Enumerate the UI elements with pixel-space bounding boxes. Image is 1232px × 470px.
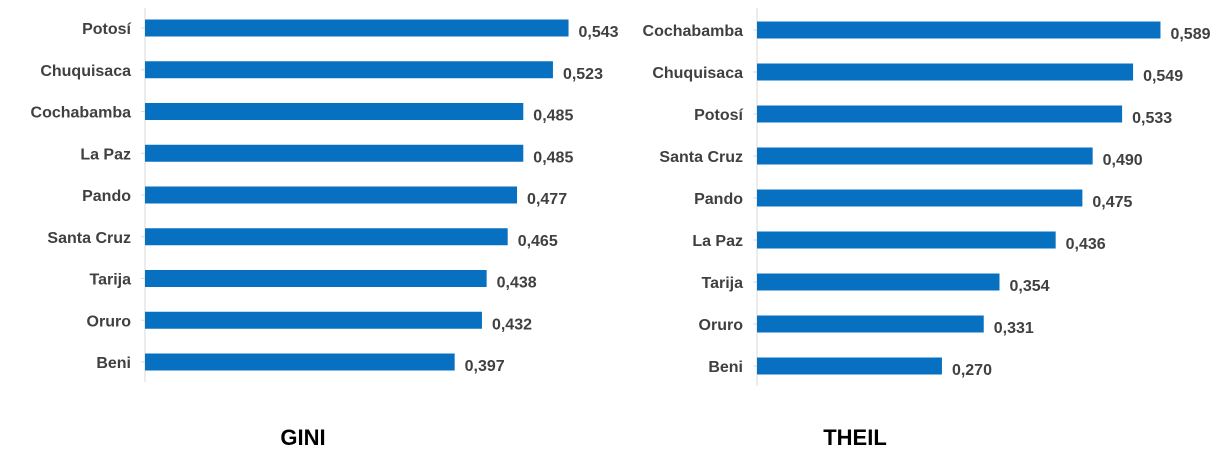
theil-chart-title: THEIL xyxy=(823,425,887,450)
gini-data-label: 0,477 xyxy=(527,191,567,208)
theil-data-label: 0,490 xyxy=(1103,152,1143,169)
gini-bar xyxy=(145,228,508,246)
gini-bar xyxy=(145,19,569,37)
gini-data-label: 0,543 xyxy=(579,24,619,41)
theil-data-label: 0,475 xyxy=(1092,194,1132,211)
theil-data-label: 0,533 xyxy=(1132,110,1172,127)
gini-bar xyxy=(145,103,524,120)
theil-category-label: Chuquisaca xyxy=(652,65,743,82)
gini-chart-title: GINI xyxy=(280,425,325,450)
gini-bar xyxy=(145,61,553,79)
gini-category-label: La Paz xyxy=(80,146,131,163)
gini-data-label: 0,485 xyxy=(533,149,573,166)
gini-data-label: 0,438 xyxy=(497,275,537,292)
theil-category-label: La Paz xyxy=(692,233,743,250)
gini-data-label: 0,432 xyxy=(492,316,532,333)
theil-data-label: 0,331 xyxy=(994,320,1034,337)
theil-data-label: 0,549 xyxy=(1143,68,1183,85)
theil-data-label: 0,589 xyxy=(1170,26,1210,43)
theil-bar xyxy=(757,273,1000,291)
gini-category-label: Potosí xyxy=(82,21,131,38)
theil-bar xyxy=(757,21,1161,39)
gini-category-label: Cochabamba xyxy=(31,105,132,122)
theil-category-label: Santa Cruz xyxy=(659,149,743,166)
theil-chart: THEIL Cochabamba 0,589 Chuquisaca 0,549 Poto… xyxy=(643,8,1211,450)
gini-data-label: 0,465 xyxy=(518,233,558,250)
theil-bar xyxy=(757,357,942,375)
theil-data-label: 0,270 xyxy=(952,362,992,379)
theil-bar xyxy=(757,147,1093,165)
theil-bar xyxy=(757,315,984,333)
gini-category-label: Beni xyxy=(96,355,131,372)
gini-bar xyxy=(145,353,455,371)
theil-category-label: Oruro xyxy=(699,317,744,334)
gini-category-label: Tarija xyxy=(90,272,132,289)
gini-category-label: Chuquisaca xyxy=(40,63,131,80)
gini-category-label: Pando xyxy=(82,188,131,205)
gini-bar xyxy=(145,144,524,162)
theil-category-label: Beni xyxy=(708,359,743,376)
gini-bar xyxy=(145,311,482,329)
gini-category-label: Oruro xyxy=(87,313,132,330)
gini-category-label: Santa Cruz xyxy=(47,230,131,247)
gini-data-label: 0,397 xyxy=(465,358,505,375)
gini-data-label: 0,485 xyxy=(533,108,573,125)
gini-data-label: 0,523 xyxy=(563,66,603,83)
theil-data-label: 0,436 xyxy=(1066,236,1106,253)
theil-category-label: Potosí xyxy=(694,107,743,124)
theil-bar xyxy=(757,105,1123,123)
theil-category-label: Tarija xyxy=(702,275,744,292)
gini-bar xyxy=(145,270,487,287)
gini-chart: GINI Potosí 0,543 Chuquisaca 0,523 Cochabamb… xyxy=(31,8,619,450)
theil-category-label: Cochabamba xyxy=(643,23,744,40)
theil-bar xyxy=(757,231,1056,249)
theil-data-label: 0,354 xyxy=(1009,278,1049,295)
gini-bar xyxy=(145,186,518,204)
theil-category-label: Pando xyxy=(694,191,743,208)
theil-bar xyxy=(757,63,1134,81)
theil-bar xyxy=(757,189,1083,207)
